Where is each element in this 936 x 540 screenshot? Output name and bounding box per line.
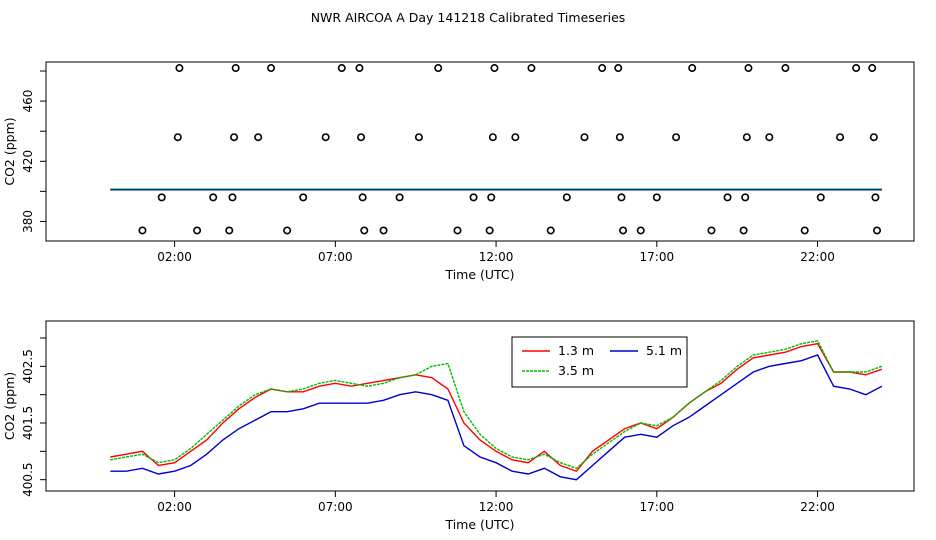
plot-frame [45,61,915,242]
cal-point [175,64,184,73]
cal-point [741,193,750,202]
cal-point [138,226,147,235]
legend-label: 3.5 m [558,363,594,378]
cal-point [488,133,497,142]
cal-point [225,226,234,235]
cal-point [254,133,263,142]
y-axis-label: CO2 (ppm) [2,372,17,440]
cal-point [707,226,716,235]
cal-point [739,226,748,235]
cal-point [228,193,237,202]
x-axis-label: Time (UTC) [444,517,514,532]
x-tick-label: 17:00 [640,250,675,264]
cal-point [636,226,645,235]
cal-point [672,133,681,142]
cal-point [873,226,882,235]
cal-point [299,193,308,202]
cal-point [434,64,443,73]
legend-label: 1.3 m [558,343,594,358]
y-tick-label: 460 [21,90,35,113]
cal-point [800,226,809,235]
cal-point [209,193,218,202]
cal-point [231,64,240,73]
cal-point [487,193,496,202]
cal-point [485,226,494,235]
cal-point [337,64,346,73]
series-line-3-5-m [110,340,883,470]
cal-point [469,193,478,202]
cal-point [490,64,499,73]
cal-point [527,64,536,73]
cal-point [395,193,404,202]
y-tick-label: 380 [21,210,35,233]
top-panel: 02:00 07:00 12:00 17:00 22:00 Time (UTC) 380 42… [2,61,915,282]
chart-title: NWR AIRCOA A Day 141218 Calibrated Times… [311,10,626,25]
cal-point [283,226,292,235]
legend-box [511,336,688,388]
series-line-1-3-m [110,342,883,473]
x-tick-label: 12:00 [479,500,514,514]
cal-point [357,133,366,142]
x-axis-label: Time (UTC) [444,267,514,282]
cal-point [414,133,423,142]
cal-point [619,226,628,235]
cal-point [617,193,626,202]
x-tick-label: 12:00 [479,250,514,264]
y-tick-label: 420 [21,150,35,173]
cal-point [360,226,369,235]
cal-point [781,64,790,73]
cal-point [546,226,555,235]
cal-point [355,64,364,73]
cal-point [562,193,571,202]
cal-point [765,133,774,142]
cal-point [511,133,520,142]
cal-point [358,193,367,202]
cal-point [321,133,330,142]
x-tick-label: 07:00 [318,250,353,264]
y-axis-label: CO2 (ppm) [2,117,17,185]
cal-point [453,226,462,235]
y-tick-label: 400.5 [21,462,35,496]
x-tick-label: 07:00 [318,500,353,514]
cal-point [267,64,276,73]
cal-point [173,133,182,142]
x-tick-label: 22:00 [800,250,835,264]
cal-point [379,226,388,235]
cal-point [836,133,845,142]
x-tick-label: 17:00 [640,500,675,514]
cal-point [869,133,878,142]
cal-point [598,64,607,73]
cal-point [230,133,239,142]
cal-point [652,193,661,202]
cal-point [852,64,861,73]
cal-point [157,193,166,202]
cal-point [742,133,751,142]
cal-point [871,193,880,202]
x-tick-label: 22:00 [800,500,835,514]
plot-frame [45,320,915,492]
series-line-5-1-m [110,354,883,481]
cal-point [868,64,877,73]
cal-point [580,133,589,142]
cal-point [744,64,753,73]
cal-point [723,193,732,202]
cal-point [614,64,623,73]
y-tick-label: 402.5 [21,349,35,383]
cal-point [816,193,825,202]
x-tick-label: 02:00 [157,500,192,514]
cal-point [615,133,624,142]
legend-label: 5.1 m [646,343,682,358]
cal-point [688,64,697,73]
cal-point [193,226,202,235]
x-tick-label: 02:00 [157,250,192,264]
bottom-panel: 02:00 07:00 12:00 17:00 22:00 Time (UTC) 400.5… [2,320,915,532]
y-tick-label: 401.5 [21,406,35,440]
